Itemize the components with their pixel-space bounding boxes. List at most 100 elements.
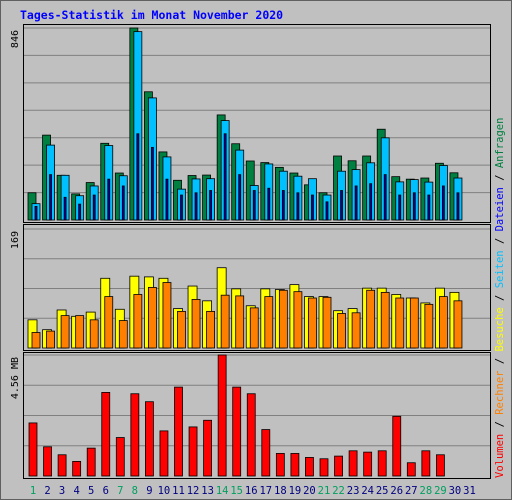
- bar-rechner-day-15: [235, 295, 245, 349]
- bar-rechner-day-11: [177, 310, 186, 349]
- bar-dateien-day-20: [311, 194, 314, 221]
- bar-dateien-day-11: [180, 194, 183, 221]
- bar-rechner-day-26: [395, 297, 405, 349]
- bar-volumen-day-19: [290, 453, 300, 477]
- bar-volumen-day-1: [28, 422, 38, 477]
- legend-separator: /: [494, 415, 506, 434]
- bar-rechner-day-20: [308, 297, 317, 349]
- bar-dateien-day-17: [267, 187, 271, 221]
- legend: Volumen / Rechner / Besuche / Seiten / D…: [494, 118, 506, 478]
- bar-rechner-day-14: [220, 294, 230, 349]
- x-tick-label-day-19: 19: [289, 485, 302, 497]
- bar-volumen-day-26: [392, 415, 402, 477]
- bar-rechner-day-22: [337, 313, 346, 349]
- bar-dateien-day-4: [78, 203, 82, 221]
- x-tick-label-day-15: 15: [230, 485, 243, 497]
- x-tick-label-day-20: 20: [303, 485, 316, 497]
- x-tick-label-day-30: 30: [449, 485, 462, 497]
- bar-dateien-day-6: [107, 178, 111, 221]
- x-tick-label-day-22: 22: [332, 485, 345, 497]
- legend-item-volumen: Volumen: [494, 434, 506, 478]
- bar-dateien-day-12: [194, 192, 198, 221]
- x-tick-label-day-23: 23: [347, 485, 360, 497]
- bar-dateien-day-5: [92, 194, 96, 221]
- legend-separator: /: [494, 231, 506, 250]
- x-tick-label-day-7: 7: [117, 485, 123, 497]
- bar-rechner-day-7: [118, 320, 128, 349]
- bar-dateien-day-18: [281, 190, 285, 221]
- bar-dateien-day-24: [369, 183, 373, 221]
- bar-dateien-day-29: [441, 185, 445, 221]
- bar-volumen-day-3: [57, 454, 67, 477]
- legend-item-seiten: Seiten: [494, 250, 506, 288]
- x-tick-label-day-29: 29: [434, 485, 447, 497]
- bar-dateien-day-3: [63, 196, 67, 221]
- x-tick-label-day-17: 17: [259, 485, 272, 497]
- bar-rechner-day-19: [293, 291, 303, 349]
- bar-rechner-day-4: [75, 315, 85, 349]
- x-tick-label-day-26: 26: [390, 485, 403, 497]
- bar-volumen-day-28: [421, 450, 431, 477]
- y-max-label-volume: 4.56 MB: [10, 357, 21, 399]
- y-max-label-visits: 169: [10, 231, 21, 249]
- x-tick-label-day-4: 4: [73, 485, 79, 497]
- bar-rechner-day-27: [409, 297, 419, 349]
- bar-volumen-day-5: [86, 447, 96, 477]
- bar-rechner-day-3: [60, 315, 70, 349]
- bar-dateien-day-14: [223, 133, 227, 221]
- legend-separator: /: [494, 168, 506, 187]
- bar-volumen-day-25: [377, 450, 387, 477]
- bar-rechner-day-2: [46, 330, 55, 349]
- legend-item-besuche: Besuche: [494, 307, 506, 351]
- bar-dateien-day-15: [238, 174, 242, 221]
- bar-volumen-day-15: [232, 386, 242, 477]
- bar-volumen-day-27: [406, 462, 416, 477]
- bar-rechner-day-28: [424, 303, 434, 349]
- legend-separator: /: [494, 352, 506, 371]
- bar-volumen-day-14: [217, 354, 227, 477]
- bar-volumen-day-24: [363, 451, 373, 477]
- x-tick-label-day-3: 3: [59, 485, 65, 497]
- bar-rechner-day-13: [206, 310, 216, 349]
- bar-rechner-day-24: [366, 289, 376, 349]
- bar-volumen-day-11: [174, 386, 183, 477]
- bar-dateien-day-25: [383, 174, 387, 221]
- bar-volumen-day-12: [188, 426, 198, 477]
- bar-volumen-day-13: [203, 419, 213, 477]
- bar-rechner-day-17: [264, 296, 274, 349]
- panel-visits: 169: [10, 224, 491, 351]
- bar-rechner-day-10: [162, 282, 172, 349]
- bar-dateien-day-26: [398, 194, 402, 221]
- bar-volumen-day-16: [246, 393, 256, 477]
- x-tick-label-day-21: 21: [318, 485, 331, 497]
- bar-rechner-day-16: [249, 307, 259, 349]
- bar-rechner-day-29: [438, 296, 448, 349]
- chart-title: Tages-Statistik im Monat November 2020: [20, 8, 283, 22]
- bar-rechner-day-25: [380, 291, 390, 349]
- bar-rechner-day-9: [147, 287, 157, 349]
- x-tick-label-day-31: 31: [463, 485, 476, 497]
- x-tick-label-day-12: 12: [187, 485, 200, 497]
- bar-volumen-day-2: [43, 446, 52, 477]
- x-tick-label-day-16: 16: [245, 485, 258, 497]
- x-tick-label-day-1: 1: [30, 485, 36, 497]
- y-max-label-hits: 846: [10, 30, 21, 48]
- bar-dateien-day-10: [165, 178, 169, 221]
- bar-volumen-day-9: [144, 401, 154, 477]
- bar-rechner-day-30: [453, 300, 463, 349]
- bar-volumen-day-10: [159, 430, 169, 477]
- bar-dateien-day-23: [354, 185, 358, 221]
- bar-rechner-day-8: [133, 294, 143, 349]
- bar-dateien-day-27: [412, 192, 416, 221]
- x-tick-label-day-25: 25: [376, 485, 389, 497]
- bar-rechner-day-18: [278, 289, 288, 349]
- bar-dateien-day-2: [49, 174, 52, 221]
- x-tick-label-day-11: 11: [172, 485, 185, 497]
- bar-volumen-day-7: [115, 437, 125, 477]
- panel-volume: 4.56 MB: [10, 352, 491, 479]
- x-tick-label-day-13: 13: [201, 485, 214, 497]
- legend-item-rechner: Rechner: [494, 371, 506, 415]
- bar-volumen-day-17: [261, 429, 271, 477]
